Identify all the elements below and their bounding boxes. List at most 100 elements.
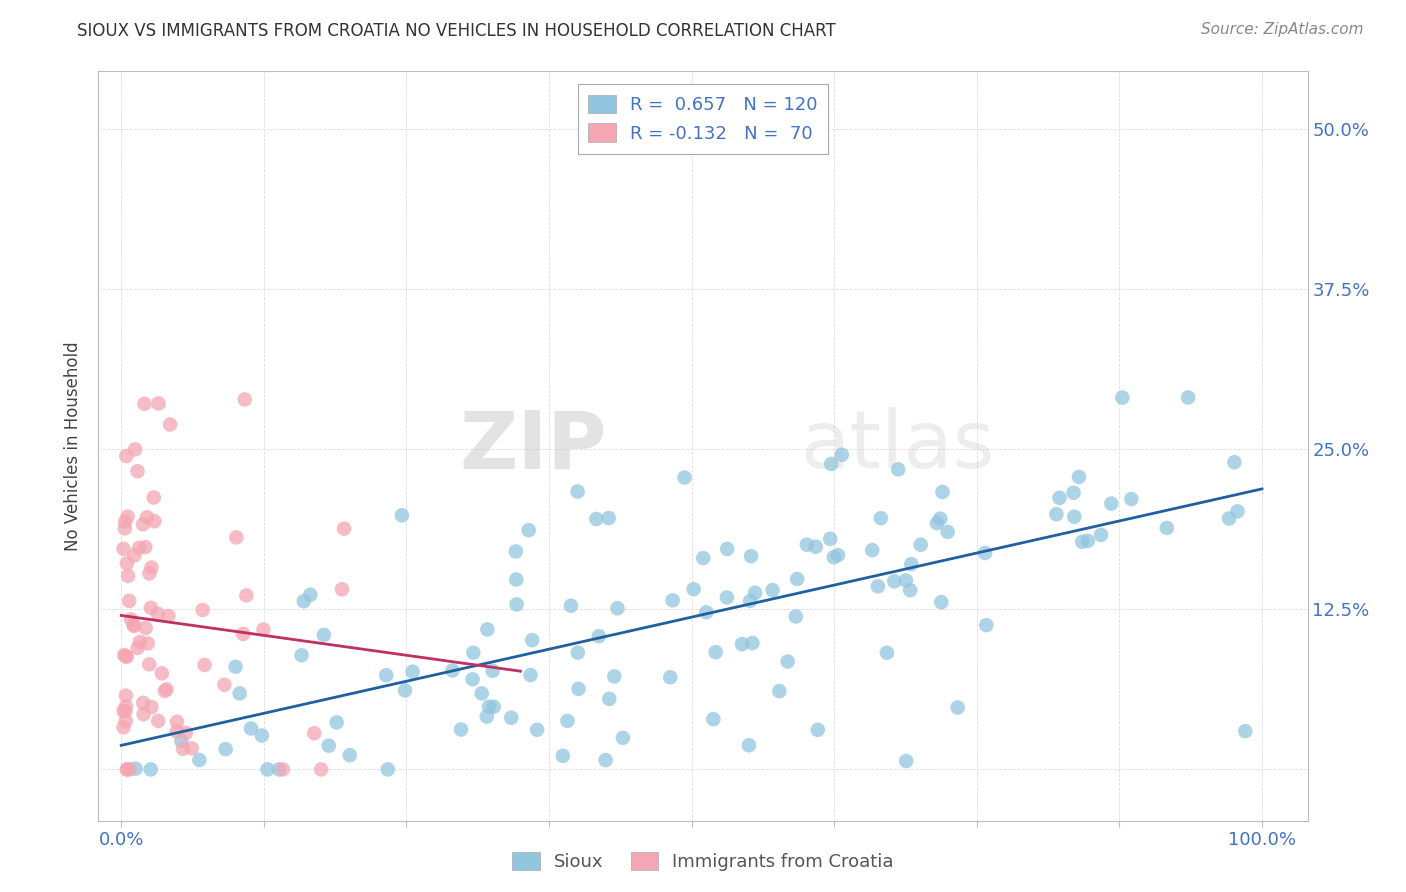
Point [127,464,149,478]
Point [153,684,176,698]
Point [128,541,150,555]
Point [235,588,257,602]
Point [115,449,138,463]
Y-axis label: No Vehicles in Household: No Vehicles in Household [65,341,83,551]
Point [612,731,634,745]
Point [134,540,156,554]
Point [1218,511,1240,525]
Point [870,511,893,525]
Point [117,509,139,524]
Point [214,678,236,692]
Point [112,704,135,718]
Point [193,657,215,672]
Point [150,666,173,681]
Point [240,722,263,736]
Point [129,635,152,649]
Point [136,636,159,650]
Point [831,448,853,462]
Point [1226,504,1249,518]
Point [931,485,953,500]
Point [191,603,214,617]
Point [876,646,898,660]
Point [567,484,589,499]
Point [1121,491,1143,506]
Point [225,530,247,544]
Point [567,681,589,696]
Point [598,511,620,525]
Point [291,648,314,663]
Point [716,541,738,556]
Point [132,707,155,722]
Point [900,557,922,571]
Point [166,724,188,739]
Point [114,521,136,535]
Point [157,609,180,624]
Point [659,670,682,684]
Point [115,763,138,777]
Point [894,574,917,588]
Point [232,627,254,641]
Point [139,600,162,615]
Point [118,594,141,608]
Point [141,560,163,574]
Point [910,538,932,552]
Point [228,686,250,700]
Point [478,699,501,714]
Point [603,669,626,683]
Point [1177,391,1199,405]
Point [716,591,738,605]
Point [441,664,464,678]
Point [325,715,347,730]
Point [974,546,997,560]
Point [292,594,315,608]
Point [598,691,620,706]
Point [692,551,714,566]
Point [526,723,548,737]
Point [112,541,135,556]
Point [377,763,399,777]
Point [114,649,136,664]
Point [595,753,617,767]
Point [214,742,236,756]
Point [785,609,807,624]
Point [929,511,952,525]
Point [741,636,763,650]
Point [931,595,953,609]
Point [827,548,849,562]
Point [744,586,766,600]
Point [898,583,921,598]
Point [312,628,335,642]
Point [146,607,169,621]
Point [172,741,194,756]
Point [1077,533,1099,548]
Point [818,532,841,546]
Point [519,668,541,682]
Point [1071,534,1094,549]
Point [517,523,540,537]
Point [481,664,503,678]
Point [776,655,799,669]
Point [475,709,498,723]
Point [127,640,149,655]
Point [551,748,574,763]
Point [482,699,505,714]
Point [820,457,842,471]
Point [522,633,544,648]
Point [682,582,704,596]
Point [501,711,523,725]
Point [866,579,889,593]
Point [114,515,136,529]
Text: ZIP: ZIP [458,407,606,485]
Point [267,763,290,777]
Point [1045,507,1067,521]
Point [471,686,494,700]
Point [271,763,294,777]
Point [256,763,278,777]
Point [138,657,160,672]
Point [936,524,959,539]
Point [120,612,142,626]
Point [136,510,159,524]
Point [180,741,202,756]
Point [505,544,527,558]
Point [134,397,156,411]
